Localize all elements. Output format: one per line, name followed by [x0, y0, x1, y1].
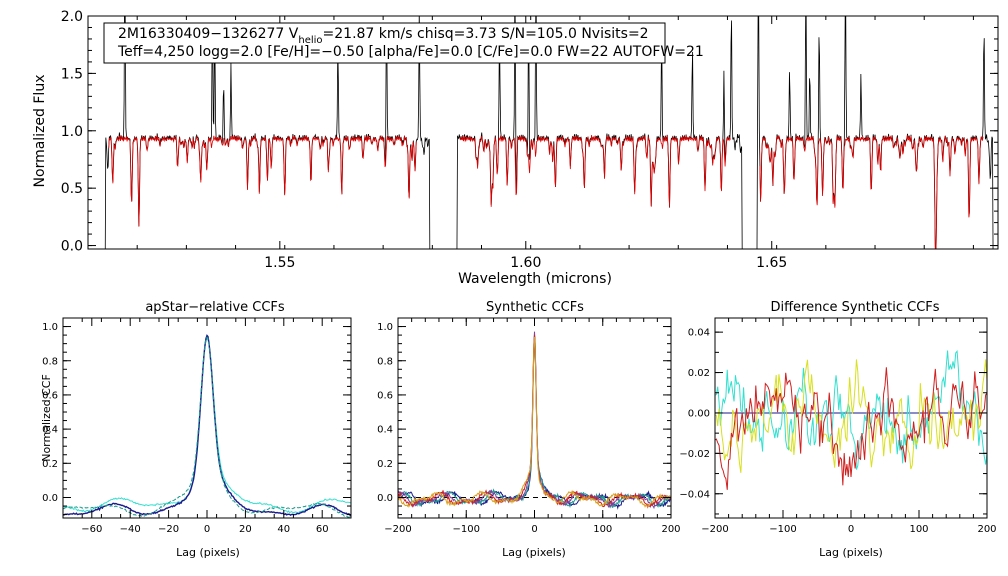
difference-ccf-title: Difference Synthetic CCFs — [770, 300, 939, 315]
spectrum-ytick-label: 1.0 — [61, 124, 83, 140]
apstar-ccf-xtick-label: −40 — [120, 524, 141, 535]
synthetic-ccf-plot-area — [398, 331, 671, 510]
synthetic-ccf-xtick-label: 0 — [531, 524, 537, 535]
apstar-ccf-xtick-label: 40 — [277, 524, 290, 535]
difference-ccf-xtick-label: −100 — [769, 524, 796, 535]
difference-ccf-ytick-label: 0.02 — [688, 368, 710, 379]
synthetic-ccf-ytick-label: 0.0 — [377, 493, 393, 504]
apstar-ccf-panel: apStar−relative CCFs −60 −40 −20 0 20 40 60 0.0… — [40, 300, 352, 559]
spectrum-axes-frame — [87, 15, 999, 250]
spectrum-ytick-label: 2.0 — [61, 9, 83, 25]
difference-ccf-xlabel: Lag (pixels) — [819, 546, 883, 559]
synthetic-ccf-title: Synthetic CCFs — [486, 300, 584, 315]
difference-ccf-line-3 — [715, 367, 987, 490]
difference-ccf-xtick-label: 100 — [909, 524, 928, 535]
synthetic-ccf-ticks: −200 −100 0 100 200 0.0 0.2 0.4 0.6 0.8 1.0 — [377, 318, 681, 535]
difference-ccf-xtick-label: 0 — [848, 524, 854, 535]
apstar-ccf-xlabel: Lag (pixels) — [176, 546, 240, 559]
apstar-ccf-axes-frame — [62, 317, 352, 519]
apstar-ccf-xtick-label: 20 — [239, 524, 252, 535]
apstar-ccf-ytick-label: 0.8 — [42, 356, 58, 367]
spectrum-xtick-label: 1.65 — [756, 255, 787, 271]
synthetic-ccf-line-1 — [398, 338, 671, 510]
synthetic-ccf-line-4 — [398, 335, 671, 509]
synthetic-ccf-xlabel: Lag (pixels) — [502, 546, 566, 559]
difference-ccf-line-1 — [715, 350, 987, 470]
synthetic-ccf-panel: Synthetic CCFs −200 −100 0 100 200 0.0 0.2 0.4 0… — [377, 300, 680, 559]
spectrum-ytick-label: 1.5 — [61, 66, 83, 82]
spectrum-ylabel: Normalized Flux — [32, 75, 48, 188]
apstar-ccf-ytick-label: 0.0 — [42, 493, 58, 504]
apstar-ccf-xtick-label: 60 — [316, 524, 329, 535]
spectrum-ytick-label: 0.0 — [61, 239, 83, 255]
spectrum-xlabel: Wavelength (microns) — [458, 271, 612, 287]
synthetic-ccf-line-5 — [398, 336, 671, 508]
difference-ccf-axes-frame — [714, 317, 988, 519]
annotation-line-2: Teff=4,250 logg=2.0 [Fe/H]=−0.50 [alpha/… — [117, 44, 704, 60]
apstar-ccf-plot-area — [63, 334, 351, 518]
spectrum-ytick-label: 0.5 — [61, 181, 83, 197]
synthetic-ccf-line-2 — [398, 335, 671, 509]
apstar-ccf-ytick-label: 0.2 — [42, 459, 58, 470]
spectrum-plot-area — [104, 16, 994, 249]
synthetic-ccf-ytick-label: 1.0 — [377, 322, 393, 333]
spectrum-model-line — [108, 135, 984, 249]
difference-ccf-xtick-label: −200 — [701, 524, 728, 535]
spectrum-xtick-label: 1.55 — [264, 255, 295, 271]
synthetic-ccf-axes-frame — [397, 317, 672, 519]
apstar-ccf-title: apStar−relative CCFs — [145, 300, 285, 315]
synthetic-ccf-line-3 — [398, 331, 671, 510]
apstar-ccf-ticks: −60 −40 −20 0 20 40 60 0.0 0.2 0.4 0.6 0.8 1.0 — [42, 318, 352, 535]
apstar-ccf-line-3 — [63, 336, 351, 518]
spectrum-ticks: 1.55 1.60 1.65 0.0 0.5 1.0 1.5 2.0 — [61, 9, 998, 271]
difference-ccf-panel: Difference Synthetic CCFs −200 −100 0 100 20… — [679, 300, 996, 559]
difference-ccf-ytick-label: −0.02 — [679, 449, 710, 460]
annotation-helio-subscript: helio — [298, 35, 322, 46]
apstar-ccf-xtick-label: 0 — [204, 524, 210, 535]
difference-ccf-ytick-label: 0.04 — [688, 328, 710, 339]
apstar-ccf-ytick-label: 1.0 — [42, 322, 58, 333]
difference-ccf-line-2 — [715, 359, 987, 473]
difference-ccf-plot-area — [715, 350, 987, 490]
difference-ccf-ticks: −200 −100 0 100 200 −0.04 −0.02 0.00 0.02 0.04 — [679, 318, 997, 535]
synthetic-ccf-ytick-label: 0.6 — [377, 391, 393, 402]
apstar-ccf-line-1 — [63, 337, 351, 514]
synthetic-ccf-xtick-label: −100 — [453, 524, 480, 535]
annotation-line-1: 2M16330409−1326277 Vhelio=21.87 km/s chi… — [118, 26, 649, 46]
apstar-ccf-xtick-label: −60 — [81, 524, 102, 535]
difference-ccf-ytick-label: −0.04 — [679, 489, 710, 500]
annotation-star-velocity: 2M16330409−1326277 V — [118, 26, 299, 42]
spectrum-panel: 1.55 1.60 1.65 0.0 0.5 1.0 1.5 2.0 Wavelength (… — [32, 9, 999, 287]
annotation-box — [103, 22, 666, 64]
apstar-ccf-ylabel: Normalized CCF — [40, 374, 53, 462]
difference-ccf-xtick-label: 200 — [977, 524, 996, 535]
synthetic-ccf-xtick-label: −200 — [384, 524, 411, 535]
apstar-ccf-ytick-label: 0.6 — [42, 391, 58, 402]
synthetic-ccf-ytick-label: 0.2 — [377, 459, 393, 470]
synthetic-ccf-xtick-label: 100 — [593, 524, 612, 535]
spectrum-xtick-label: 1.60 — [510, 255, 541, 271]
annotation-stats: =21.87 km/s chisq=3.73 S/N=105.0 Nvisits… — [323, 26, 649, 42]
difference-ccf-ytick-label: 0.00 — [688, 409, 710, 420]
synthetic-ccf-ytick-label: 0.4 — [377, 425, 393, 436]
apstar-ccf-ytick-label: 0.4 — [42, 425, 58, 436]
synthetic-ccf-xtick-label: 200 — [661, 524, 680, 535]
synthetic-ccf-ytick-label: 0.8 — [377, 356, 393, 367]
apstar-ccf-xtick-label: −20 — [158, 524, 179, 535]
apstar-ccf-line-2 — [63, 334, 351, 517]
